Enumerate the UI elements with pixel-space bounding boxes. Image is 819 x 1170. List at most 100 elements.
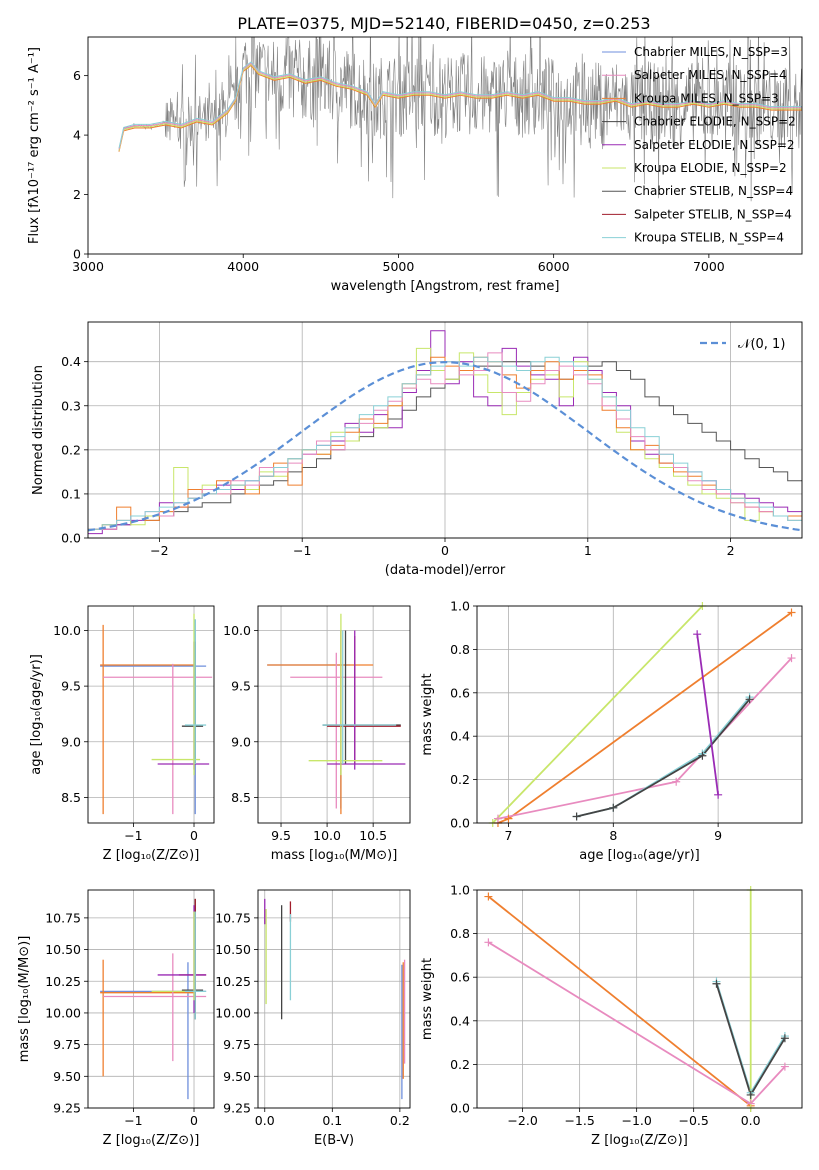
y-tick-label: 0.0 [450,816,470,831]
panel-2: −1 0 8.5 9.0 9.5 10.0 Z [log₁₀(Z/Z⊙)] age [log₁… [29,605,215,863]
x-tick-label: 8 [609,828,617,843]
y-tick-label: 9.0 [61,734,81,749]
plot-area [100,898,207,1100]
x-axis-label: mass [log₁₀(M/M⊙)] [271,848,398,863]
weight-point-marker [714,790,723,799]
y-tick-label: 9.25 [223,1101,251,1116]
y-tick-label: 9.5 [61,679,81,694]
y-tick-label: 6 [73,68,81,83]
y-tick-label: 0.8 [450,926,470,941]
weight-point-marker [504,814,513,823]
y-tick-label: 9.50 [223,1069,251,1084]
y-tick-label: 9.50 [53,1069,81,1084]
y-tick-label: 10.25 [45,974,81,989]
x-tick-label: 9.5 [271,828,291,843]
y-tick-label: 0.6 [450,970,470,985]
x-tick-label: 0 [190,1113,198,1128]
y-tick-label: 10.25 [215,974,251,989]
plot-area [88,330,802,535]
plot-area [100,613,213,815]
x-axis-label: E(B-V) [314,1133,354,1148]
weight-point-marker [609,803,618,812]
normal-reference-curve [88,360,802,532]
legend-label: Chabrier STELIB, N_SSP=4 [634,184,793,198]
y-axis-label: mass weight [420,958,435,1040]
panel-0: 3000 4000 5000 6000 7000 0 2 4 6 wavelength [Angs… [27,36,803,294]
weight-point-marker [672,777,681,786]
x-tick-label: 2 [727,543,735,558]
y-tick-label: 0 [73,247,81,262]
y-axis-label: age [log₁₀(age/yr)] [29,654,44,775]
x-tick-label: 0.0 [741,1113,761,1128]
x-axis-label: Z [log₁₀(Z/Z⊙)] [103,848,200,863]
weight-point-marker [484,892,493,901]
panel-3: 9.5 10.0 10.5 8.5 9.0 9.5 10.0 mass [log₁₀(M/M⊙… [223,605,411,863]
figure-title: PLATE=0375, MJD=52140, FIBERID=0450, z=0… [237,14,650,33]
plot-area [267,613,406,815]
weight-point-marker [787,608,796,617]
x-tick-label: 7000 [693,259,725,274]
x-axis-label: wavelength [Angstrom, rest frame] [331,279,560,294]
y-tick-label: 0.8 [450,642,470,657]
legend-label: Salpeter ELODIE, N_SSP=2 [634,138,795,152]
x-tick-label: 7 [504,828,512,843]
y-tick-label: 10.50 [215,942,251,957]
weight-point-marker [698,751,707,760]
y-tick-label: 9.75 [53,1037,81,1052]
spectrum-model-line [118,62,802,150]
weight-series-line [696,634,719,795]
legend-label: Kroupa MILES, N_SSP=3 [634,91,779,105]
x-tick-label: 3000 [72,259,104,274]
weight-point-marker [484,938,493,947]
y-tick-label: 10.75 [215,910,251,925]
legend-label: 𝒩(0, 1) [738,337,785,352]
weight-point-marker [780,1062,789,1071]
y-tick-label: 9.75 [223,1037,251,1052]
y-axis-label: mass weight [420,673,435,755]
y-axis-label: mass [log₁₀(M/M⊙)] [17,936,32,1063]
y-tick-label: 9.25 [53,1101,81,1116]
spectrum-model-line [118,63,802,151]
x-tick-label: 0 [190,828,198,843]
y-tick-label: 10.0 [223,623,251,638]
axes-frame [257,605,411,824]
y-tick-label: 10.00 [215,1005,251,1020]
legend-label: Kroupa STELIB, N_SSP=4 [634,231,784,245]
x-tick-label: 5000 [383,259,415,274]
weight-point-marker [572,812,581,821]
axes-frame [476,889,803,1109]
axes-frame [476,605,803,824]
axes-frame [87,36,803,255]
x-axis-label: age [log₁₀(age/yr)] [579,848,700,863]
x-tick-label: 9 [714,828,722,843]
y-tick-label: 0.0 [450,1101,470,1116]
x-axis-label: Z [log₁₀(Z/Z⊙)] [591,1133,688,1148]
weight-point-marker [746,1090,755,1099]
x-tick-label: −1 [124,828,142,843]
x-tick-label: −2.0 [507,1113,537,1128]
y-tick-label: 0.4 [61,354,81,369]
x-tick-label: 1 [584,543,592,558]
x-tick-label: 0 [441,543,449,558]
y-tick-label: 8.5 [61,790,81,805]
y-tick-label: 10.50 [45,942,81,957]
axes-frame [87,321,803,539]
plot-area [492,606,793,823]
y-tick-label: 10.00 [45,1005,81,1020]
x-tick-label: 10.0 [313,828,341,843]
y-tick-label: 2 [73,187,81,202]
x-tick-label: −1 [293,543,311,558]
x-tick-label: 0.1 [322,1113,342,1128]
x-tick-label: 4000 [227,259,259,274]
y-tick-label: 0.4 [450,729,470,744]
y-tick-label: 0.2 [450,1057,470,1072]
spectrum-model-line [118,64,802,152]
plot-area [118,37,802,202]
weight-point-marker [745,695,754,704]
axes-frame [87,889,215,1109]
x-tick-label: −2 [150,543,168,558]
y-tick-label: 8.5 [231,790,251,805]
axes-frame [87,605,215,824]
panel-7: −2.0 −1.5 −1.0 −0.5 0.0 0.0 0.2 0.4 0.6 0.8 1.0 Z [… [420,883,803,1148]
